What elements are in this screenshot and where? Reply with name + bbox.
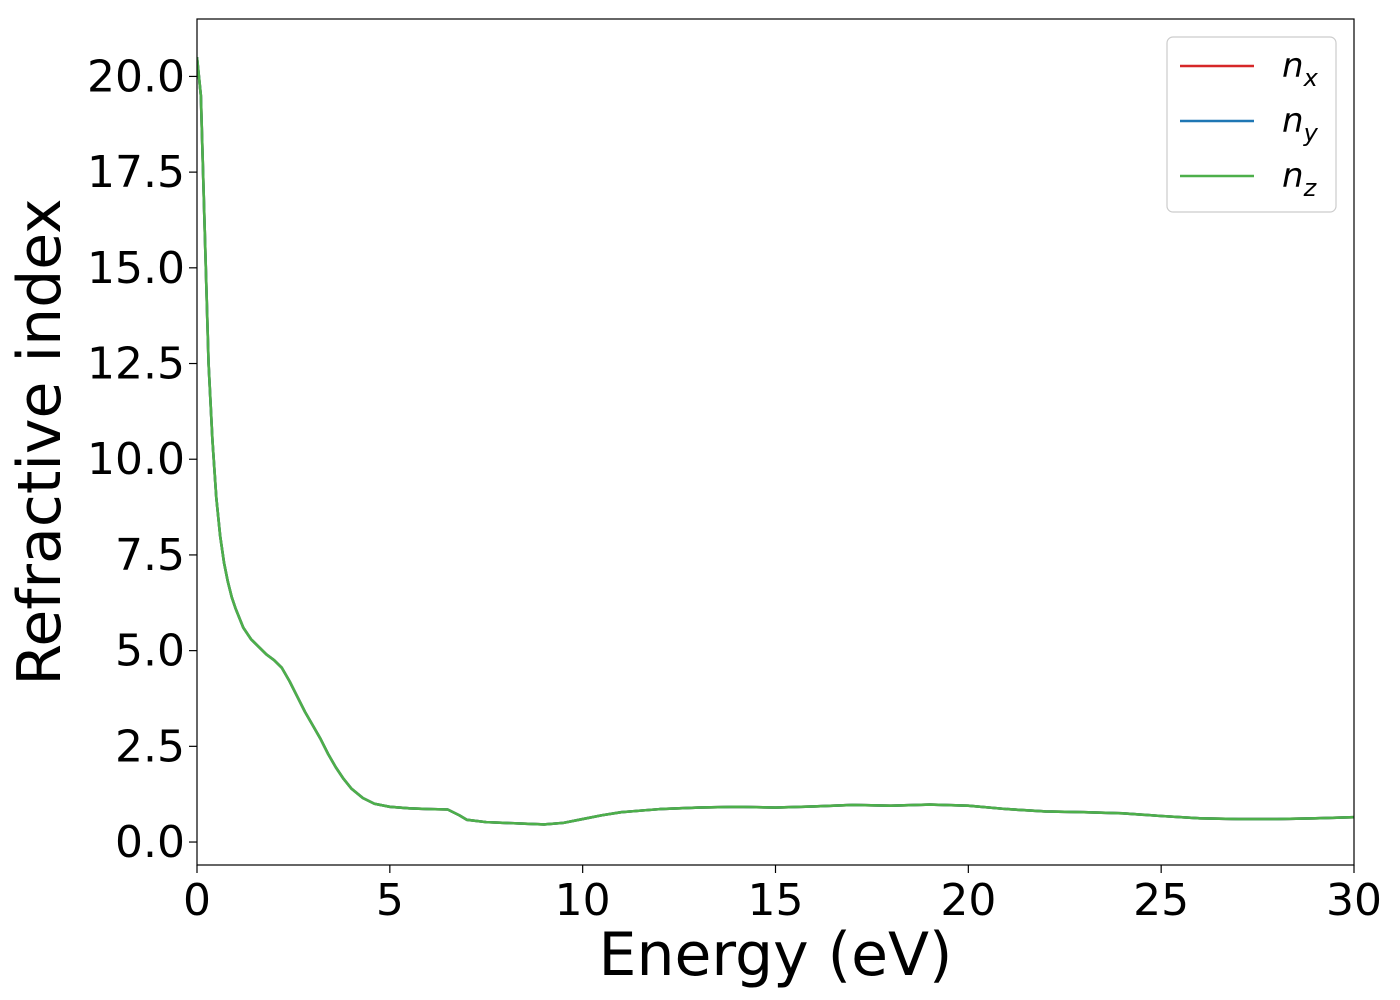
y-axis-ticks: 0.0 2.5 5.0 7.5 10.0 12.5 15.0 17.5 20.0	[87, 51, 197, 868]
x-axis-ticks: 0 5 10 15 20 25 30	[183, 865, 1382, 926]
y-tick-label: 15.0	[87, 243, 185, 294]
y-tick-label: 10.0	[87, 434, 185, 485]
x-tick-label: 25	[1133, 875, 1189, 926]
legend-box	[1166, 36, 1337, 213]
y-tick-label: 20.0	[87, 51, 185, 102]
legend: nx ny nz	[1166, 36, 1337, 213]
x-axis-label: Energy (eV)	[599, 920, 953, 990]
y-axis-label: Refractive index	[5, 198, 75, 685]
x-tick-label: 10	[555, 875, 611, 926]
y-tick-label: 0.0	[115, 817, 185, 868]
series-line-n-z	[197, 57, 1354, 826]
legend-label: ny	[1282, 101, 1319, 147]
x-tick-label: 5	[376, 875, 404, 926]
x-tick-label: 15	[748, 875, 804, 926]
legend-label: nz	[1282, 156, 1318, 202]
y-tick-label: 7.5	[115, 530, 185, 581]
legend-label: nx	[1282, 46, 1319, 92]
y-tick-label: 5.0	[115, 626, 185, 677]
y-tick-label: 17.5	[87, 147, 185, 198]
x-tick-label: 30	[1326, 875, 1382, 926]
x-tick-label: 20	[940, 875, 996, 926]
y-tick-label: 2.5	[115, 721, 185, 772]
x-tick-label: 0	[183, 875, 211, 926]
y-tick-label: 12.5	[87, 339, 185, 390]
series-layer	[197, 57, 1354, 826]
